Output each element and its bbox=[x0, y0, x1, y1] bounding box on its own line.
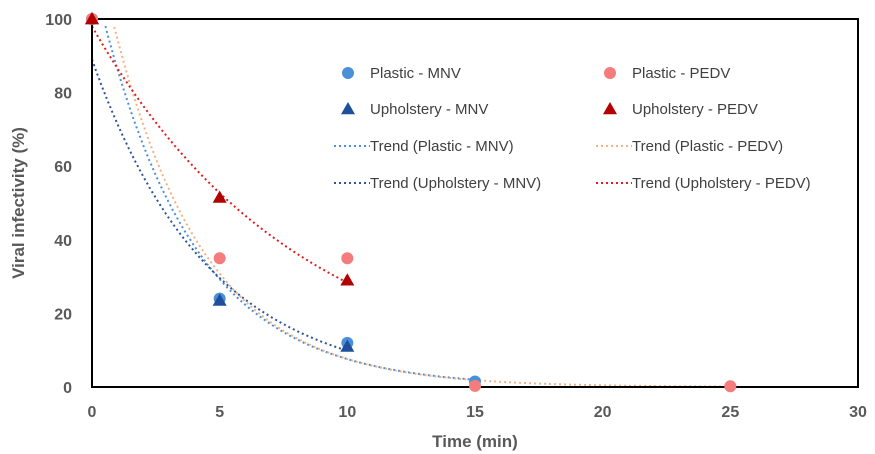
x-axis-title: Time (min) bbox=[432, 432, 518, 451]
x-tick-label: 30 bbox=[849, 404, 867, 421]
data-point-series-3 bbox=[212, 190, 227, 203]
legend-label: Trend (Upholstery - PEDV) bbox=[632, 175, 811, 192]
legend-label: Trend (Upholstery - MNV) bbox=[370, 175, 541, 192]
y-axis-ticks: 0 20 40 60 80 100 bbox=[45, 12, 72, 397]
data-point-series-1 bbox=[469, 379, 481, 392]
y-tick-label: 0 bbox=[63, 380, 72, 397]
legend-label: Plastic - MNV bbox=[370, 65, 461, 82]
data-point-series-1 bbox=[724, 380, 737, 393]
y-axis-title: Viral infectivity (%) bbox=[9, 127, 28, 279]
legend-label: Trend (Plastic - MNV) bbox=[370, 138, 514, 155]
x-tick-label: 0 bbox=[88, 404, 97, 421]
marker-layer bbox=[85, 12, 737, 393]
data-point-series-1 bbox=[213, 252, 226, 265]
y-tick-label: 60 bbox=[54, 159, 72, 176]
x-tick-label: 25 bbox=[721, 404, 739, 421]
legend-label: Trend (Plastic - PEDV) bbox=[632, 138, 783, 155]
x-tick-label: 20 bbox=[594, 404, 612, 421]
legend-label: Plastic - PEDV bbox=[632, 65, 730, 82]
legend-label: Upholstery - PEDV bbox=[632, 101, 758, 118]
y-tick-label: 100 bbox=[45, 12, 72, 29]
plot-area bbox=[91, 18, 859, 388]
data-point-series-3 bbox=[340, 273, 355, 286]
x-tick-label: 15 bbox=[466, 404, 484, 421]
x-axis-ticks: 0 5 10 15 20 25 30 bbox=[88, 404, 867, 421]
legend-marker bbox=[604, 67, 616, 79]
data-point-series-3 bbox=[85, 12, 99, 25]
legend-marker bbox=[342, 67, 354, 79]
legend: Plastic - MNV Plastic - PEDV Upholstery - … bbox=[334, 65, 811, 192]
legend-marker bbox=[341, 102, 355, 115]
data-point-series-1 bbox=[341, 252, 354, 265]
y-tick-label: 40 bbox=[54, 233, 72, 250]
trendline-3 bbox=[91, 25, 348, 284]
data-point-series-2 bbox=[212, 293, 227, 306]
trendline-1 bbox=[113, 26, 731, 388]
legend-marker bbox=[603, 102, 617, 115]
x-tick-label: 10 bbox=[338, 404, 356, 421]
y-tick-label: 20 bbox=[54, 306, 72, 323]
legend-label: Upholstery - MNV bbox=[370, 101, 488, 118]
trendline-0 bbox=[104, 25, 476, 381]
y-tick-label: 80 bbox=[54, 86, 72, 103]
x-tick-label: 5 bbox=[215, 404, 224, 421]
data-point-series-2 bbox=[340, 339, 355, 352]
trendline-2 bbox=[91, 59, 348, 352]
